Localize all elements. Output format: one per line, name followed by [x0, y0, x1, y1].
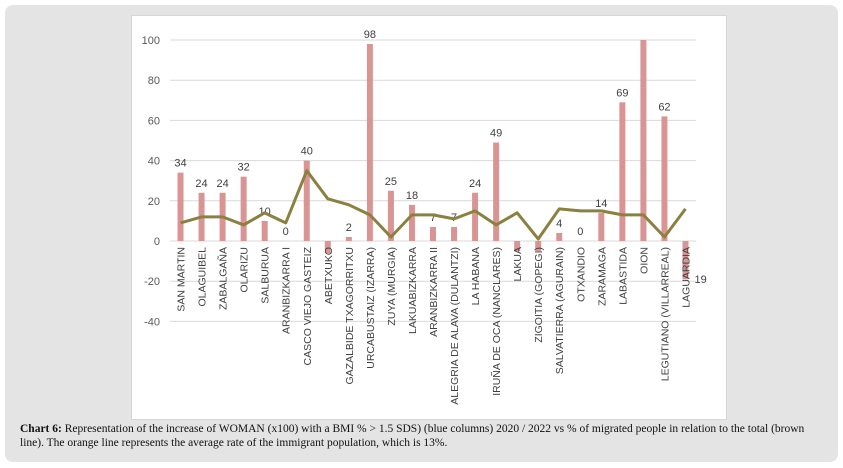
caption-label: Chart 6: [20, 423, 62, 435]
data-label: 18 [406, 190, 418, 202]
x-tick-label: ABETXUKO [323, 247, 335, 304]
x-tick-label: OTXANDIO [575, 247, 587, 302]
bar [514, 241, 521, 252]
bar [619, 102, 626, 241]
x-tick-label: ZIGOITIA (GOPEGI) [533, 247, 545, 343]
x-tick-label: URCABUSTAIZ (IZARRA) [365, 247, 377, 369]
bar [430, 226, 436, 241]
data-label: 19 [694, 274, 706, 286]
bar [345, 236, 352, 241]
bar [535, 241, 542, 252]
bar [682, 241, 689, 280]
x-tick-label: OION [638, 247, 650, 274]
x-tick-label: SALBURUA [260, 247, 272, 304]
x-tick-label: ALEGRIA DE ALAVA (DULANTZI) [449, 247, 461, 405]
bar [387, 190, 394, 241]
data-label: 0 [577, 226, 583, 238]
caption-text: Representation of the increase of WOMAN … [20, 423, 805, 449]
x-tick-label: ARANBIZKARRA II [428, 247, 440, 337]
x-tick-label: ZABALGAÑA [217, 247, 230, 310]
x-tick-label: OLAGUIBEL [197, 247, 209, 307]
data-label: 4 [556, 218, 562, 230]
bar [661, 116, 668, 241]
x-tick-label: LAKUABIZKARRA [407, 247, 419, 334]
bar [598, 212, 605, 241]
data-label: 32 [238, 162, 250, 174]
data-label: 40 [301, 146, 313, 158]
data-label: 34 [174, 158, 186, 170]
figure-caption: Chart 6: Representation of the increase … [20, 422, 820, 450]
y-tick-label: 80 [148, 75, 160, 87]
bar [240, 176, 247, 241]
x-tick-label: LAGUARDIA [680, 247, 692, 308]
data-label: 2 [346, 222, 352, 234]
x-tick-label: LA HABANA [470, 247, 482, 305]
x-tick-label: CASCO VIEJO GASTEIZ [302, 246, 314, 365]
x-tick-label: ZARAMAGA [596, 247, 608, 306]
bar [556, 232, 563, 241]
bar [261, 220, 268, 241]
bar [640, 40, 647, 241]
x-tick-label: GAZALBIDE TXAGORRITXU [344, 247, 356, 385]
y-tick-label: 20 [148, 196, 160, 208]
data-label: 24 [216, 178, 228, 190]
x-tick-label: ZUYA (MURGIA) [386, 247, 398, 326]
data-label: 24 [469, 178, 481, 190]
bar [177, 172, 184, 241]
bar [493, 142, 500, 241]
bar [303, 160, 310, 241]
figure-panel [5, 5, 838, 462]
x-tick-label: SALVATIERRA (AGURAIN) [554, 247, 566, 374]
x-tick-label: IRUÑA DE OCA (NANCLARES) [490, 247, 503, 396]
x-tick-label: LAKUA [512, 247, 524, 281]
x-tick-label: SAN MARTIN [176, 247, 188, 312]
data-label: 0 [283, 226, 289, 238]
bar [366, 44, 373, 241]
y-tick-label: 100 [142, 35, 160, 47]
data-label: 69 [616, 87, 628, 99]
y-tick-label: -20 [144, 276, 160, 288]
bar [472, 192, 479, 241]
data-label: 25 [385, 176, 397, 188]
data-label: 24 [195, 178, 207, 190]
data-label: 62 [658, 101, 670, 113]
x-tick-label: LEGUTIANO (VILLARREAL) [659, 247, 671, 381]
x-tick-label: LABASTIDA [617, 247, 629, 305]
data-label: 14 [595, 198, 607, 210]
y-tick-label: 40 [148, 156, 160, 168]
bar [451, 226, 458, 241]
x-tick-label: ARANBIZKARRA I [281, 247, 293, 334]
data-label: 7 [430, 212, 436, 224]
y-tick-label: 60 [148, 115, 160, 127]
bar [408, 204, 415, 241]
chart-area [131, 15, 727, 420]
data-label: 98 [364, 29, 376, 41]
y-tick-label: 0 [154, 236, 160, 248]
x-tick-label: OLARIZU [239, 247, 251, 293]
data-label: 49 [490, 128, 502, 140]
y-tick-label: -40 [144, 316, 160, 328]
bar [324, 241, 331, 254]
